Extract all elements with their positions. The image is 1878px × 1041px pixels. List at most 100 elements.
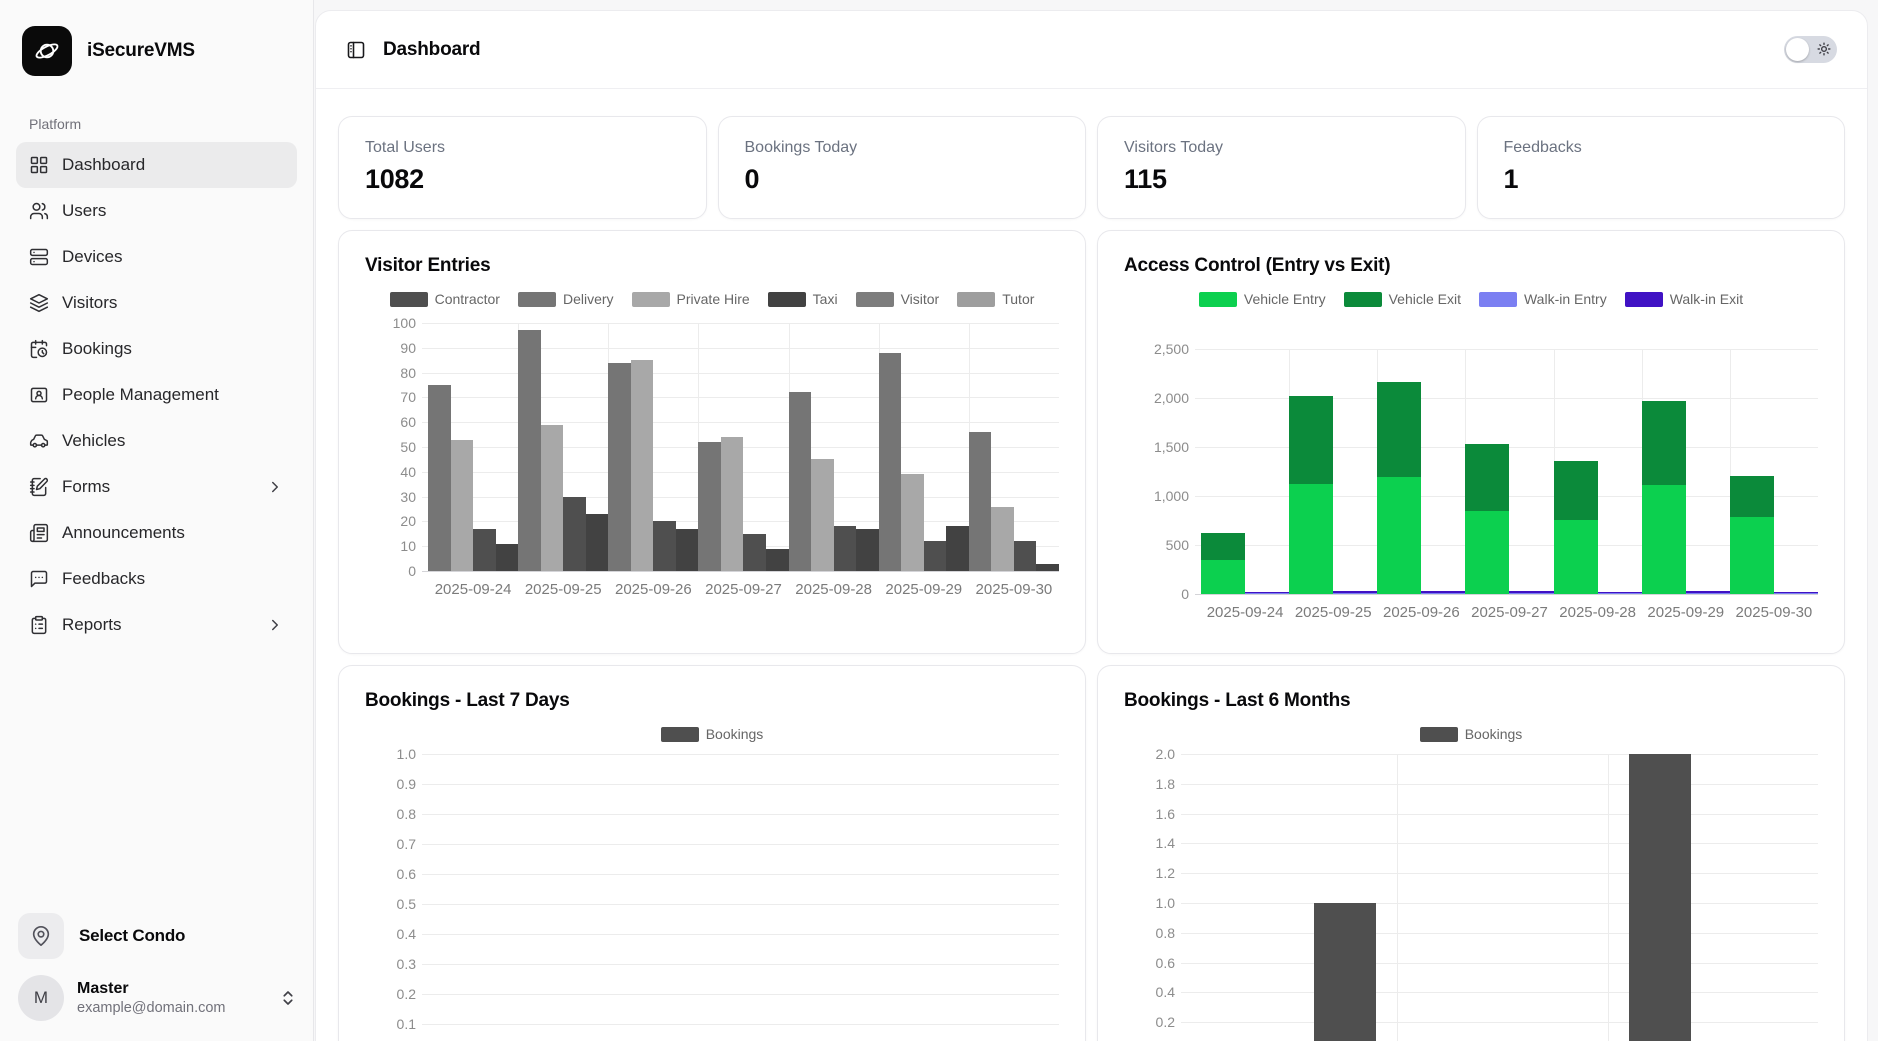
bar (788, 392, 812, 571)
sidebar-item-forms[interactable]: Forms (16, 464, 297, 510)
chart-legend: Contractor Delivery Private Hire Taxi Visito… (387, 291, 1037, 307)
sidebar-item-label: Reports (62, 615, 122, 634)
sidebar-item-vehicles[interactable]: Vehicles (16, 418, 297, 464)
y-tick-label: 50 (400, 439, 416, 455)
y-tick-label: 80 (400, 364, 416, 381)
gridline (1181, 873, 1818, 875)
x-axis-labels: 2025-09-24 2025-09-25 2025-09-26 2025-09-27… (428, 581, 1059, 598)
bar-segment (1641, 485, 1686, 594)
bar-segment (1773, 592, 1818, 594)
legend-swatch (660, 726, 699, 742)
y-tick-label: 0.4 (396, 926, 416, 942)
content: Total Users 1082 Bookings Today 0 Visitors T… (316, 89, 1867, 1041)
bar (518, 330, 541, 571)
bar (878, 352, 902, 571)
sidebar-item-bookings[interactable]: Bookings (16, 326, 297, 372)
bar (450, 439, 474, 571)
y-tick-label: 0.1 (396, 1016, 416, 1032)
legend-item: Delivery (517, 291, 614, 307)
user-menu-button[interactable]: M Master example@domain.com (18, 975, 297, 1021)
avatar: M (18, 975, 64, 1021)
stack-column (1773, 591, 1818, 594)
sidebar-item-label: Vehicles (62, 431, 126, 450)
bar-group (1465, 349, 1554, 594)
chevron-right-icon (266, 478, 284, 496)
gridline (422, 844, 1059, 845)
bar-group (1553, 349, 1642, 594)
legend-swatch (1478, 291, 1517, 307)
bar-group (698, 754, 788, 1041)
gridline (422, 397, 1059, 399)
sidebar-toggle-icon[interactable] (346, 40, 366, 60)
id-card-icon (29, 385, 49, 405)
bar (1313, 903, 1376, 1041)
y-tick-label: 90 (400, 339, 416, 356)
sidebar-item-label: Users (62, 201, 107, 220)
y-tick-label: 0.2 (1155, 1014, 1175, 1031)
gridline (422, 814, 1059, 815)
sidebar-item-visitors[interactable]: Visitors (16, 280, 297, 326)
dashboard-icon (29, 155, 49, 175)
stat-card-total-users: Total Users 1082 (338, 116, 707, 219)
sidebar-item-dashboard[interactable]: Dashboard (16, 142, 297, 188)
sidebar-item-users[interactable]: Users (16, 188, 297, 234)
sidebar-item-devices[interactable]: Devices (16, 234, 297, 280)
user-email: example@domain.com (77, 999, 226, 1016)
topbar: Dashboard (316, 11, 1867, 89)
bar (608, 362, 631, 571)
y-tick-label: 2,000 (1153, 390, 1189, 406)
bar-group (518, 323, 609, 571)
bar-segment (1421, 592, 1466, 594)
x-tick-label: 2025-09-27 (705, 581, 782, 598)
bar-segment (1465, 510, 1510, 594)
bar (428, 385, 451, 571)
stack-column (1509, 591, 1554, 594)
y-tick-label: 0.5 (396, 896, 416, 912)
stat-card-visitors-today: Visitors Today 115 (1097, 116, 1466, 219)
sidebar-item-announcements[interactable]: Announcements (16, 510, 297, 556)
gridline (422, 571, 1059, 572)
layers-icon (29, 293, 49, 313)
legend-swatch (389, 291, 428, 307)
gridline-vertical (1607, 754, 1609, 1041)
gridline (1181, 843, 1818, 845)
users-icon (29, 201, 49, 221)
gridline-vertical (1397, 754, 1399, 1041)
bar-group (698, 323, 789, 571)
gridline (1195, 398, 1818, 399)
x-tick-label: 2025-09-28 (795, 581, 872, 598)
sidebar-item-reports[interactable]: Reports (16, 602, 297, 648)
legend-item: Taxi (767, 291, 838, 307)
sidebar-item-people-management[interactable]: People Management (16, 372, 297, 418)
bar-group (969, 754, 1059, 1041)
stat-card-bookings-today: Bookings Today 0 (717, 116, 1086, 219)
y-tick-label: 1.2 (1155, 865, 1175, 882)
access-control-card: Access Control (Entry vs Exit) Vehicle E… (1097, 230, 1845, 654)
theme-toggle[interactable] (1784, 36, 1837, 63)
gridline (422, 347, 1059, 349)
sidebar-item-label: Forms (62, 477, 111, 496)
stat-value: 1 (1503, 164, 1519, 194)
stat-label: Visitors Today (1124, 139, 1224, 156)
legend-label: Vehicle Entry (1243, 291, 1326, 307)
bar-group (1713, 754, 1818, 1041)
y-tick-label: 0.6 (396, 866, 416, 882)
bar-group (608, 323, 699, 571)
stack-column (1685, 591, 1730, 594)
chart-title: Visitor Entries (365, 255, 491, 276)
stat-label: Bookings Today (744, 139, 858, 156)
sidebar-item-feedbacks[interactable]: Feedbacks (16, 556, 297, 602)
bar (653, 521, 676, 571)
chart-title: Bookings - Last 7 Days (365, 690, 570, 711)
stat-value: 1082 (365, 164, 424, 194)
brand: iSecureVMS (22, 26, 297, 76)
gridline (422, 323, 1059, 324)
sidebar-item-label: Visitors (62, 293, 118, 312)
y-tick-label: 1.4 (1155, 835, 1175, 852)
y-tick-label: 0.8 (396, 806, 416, 822)
bar-group (428, 323, 519, 571)
sidebar-item-label: Feedbacks (62, 569, 146, 588)
y-tick-label: 1.0 (396, 746, 416, 762)
y-tick-label: 20 (400, 513, 416, 530)
select-condo-button[interactable]: Select Condo (18, 913, 297, 959)
